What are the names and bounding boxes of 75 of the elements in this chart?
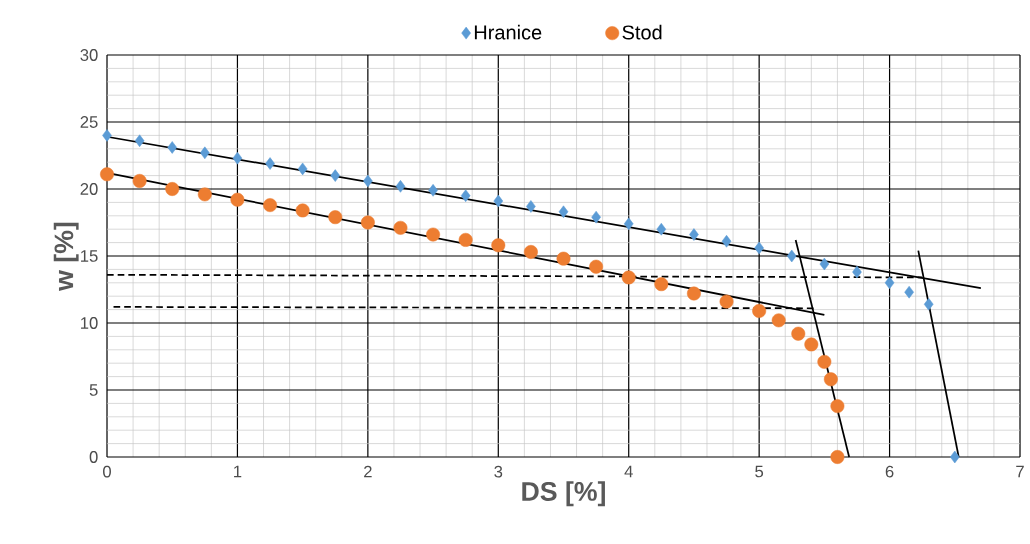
point	[556, 251, 571, 266]
point	[623, 217, 634, 231]
point	[804, 337, 819, 352]
point	[687, 286, 701, 301]
y-tick-label: 25	[80, 116, 98, 128]
point	[493, 194, 504, 208]
y-tick-label: 30	[80, 49, 98, 61]
point	[460, 189, 471, 202]
x-axis-title: DS [%]	[522, 481, 605, 507]
point	[830, 450, 845, 464]
point	[721, 234, 732, 248]
point	[589, 259, 604, 274]
point	[167, 141, 177, 154]
point	[393, 220, 408, 235]
y-tick-label: 15	[81, 250, 98, 262]
y-tick-label: 5	[89, 384, 98, 396]
legend-label: Hranice	[474, 24, 542, 40]
point	[786, 249, 797, 263]
x-tick-label: 4	[624, 465, 633, 478]
x-tick-label: 3	[494, 465, 503, 478]
point	[100, 167, 114, 182]
x-tick-label: 6	[885, 465, 894, 478]
point	[654, 277, 669, 292]
point	[884, 276, 895, 290]
point	[134, 134, 145, 148]
x-tick-label: 0	[103, 465, 111, 478]
point	[232, 151, 243, 165]
point	[526, 200, 536, 213]
point	[165, 182, 180, 196]
point	[395, 180, 406, 193]
point	[689, 228, 699, 241]
point	[295, 203, 310, 218]
point	[523, 245, 538, 259]
y-tick-label: 20	[80, 183, 98, 195]
point	[754, 241, 764, 255]
point	[923, 297, 934, 311]
point	[263, 198, 277, 213]
y-axis-title: w [%]	[53, 222, 79, 291]
point	[819, 257, 830, 271]
point	[791, 326, 806, 341]
point	[656, 222, 667, 236]
point	[230, 192, 245, 207]
point	[950, 450, 960, 464]
point	[102, 129, 112, 142]
point	[491, 238, 506, 253]
point	[830, 399, 845, 414]
x-tick-label: 2	[364, 465, 372, 478]
x-tick-label: 7	[1016, 465, 1024, 478]
point	[771, 313, 786, 328]
x-tick-label: 1	[234, 465, 242, 478]
point	[328, 210, 343, 225]
x-tick-label: 5	[755, 465, 764, 478]
point	[621, 270, 636, 285]
point	[458, 232, 473, 247]
point	[200, 146, 210, 160]
point	[428, 184, 438, 197]
point	[591, 210, 601, 224]
point	[823, 372, 838, 387]
point	[558, 205, 569, 219]
point	[363, 174, 373, 188]
point	[265, 157, 275, 170]
point	[297, 162, 308, 176]
point	[360, 215, 375, 230]
point	[752, 304, 767, 318]
legend-label: Stod	[622, 24, 662, 40]
point	[197, 187, 212, 202]
point	[426, 227, 441, 242]
point	[852, 265, 862, 279]
point	[817, 354, 832, 369]
point	[330, 169, 341, 182]
y-tick-label: 10	[81, 317, 98, 329]
y-tick-label: 0	[89, 451, 98, 463]
point	[132, 174, 147, 188]
point	[904, 285, 914, 299]
point	[719, 294, 734, 309]
